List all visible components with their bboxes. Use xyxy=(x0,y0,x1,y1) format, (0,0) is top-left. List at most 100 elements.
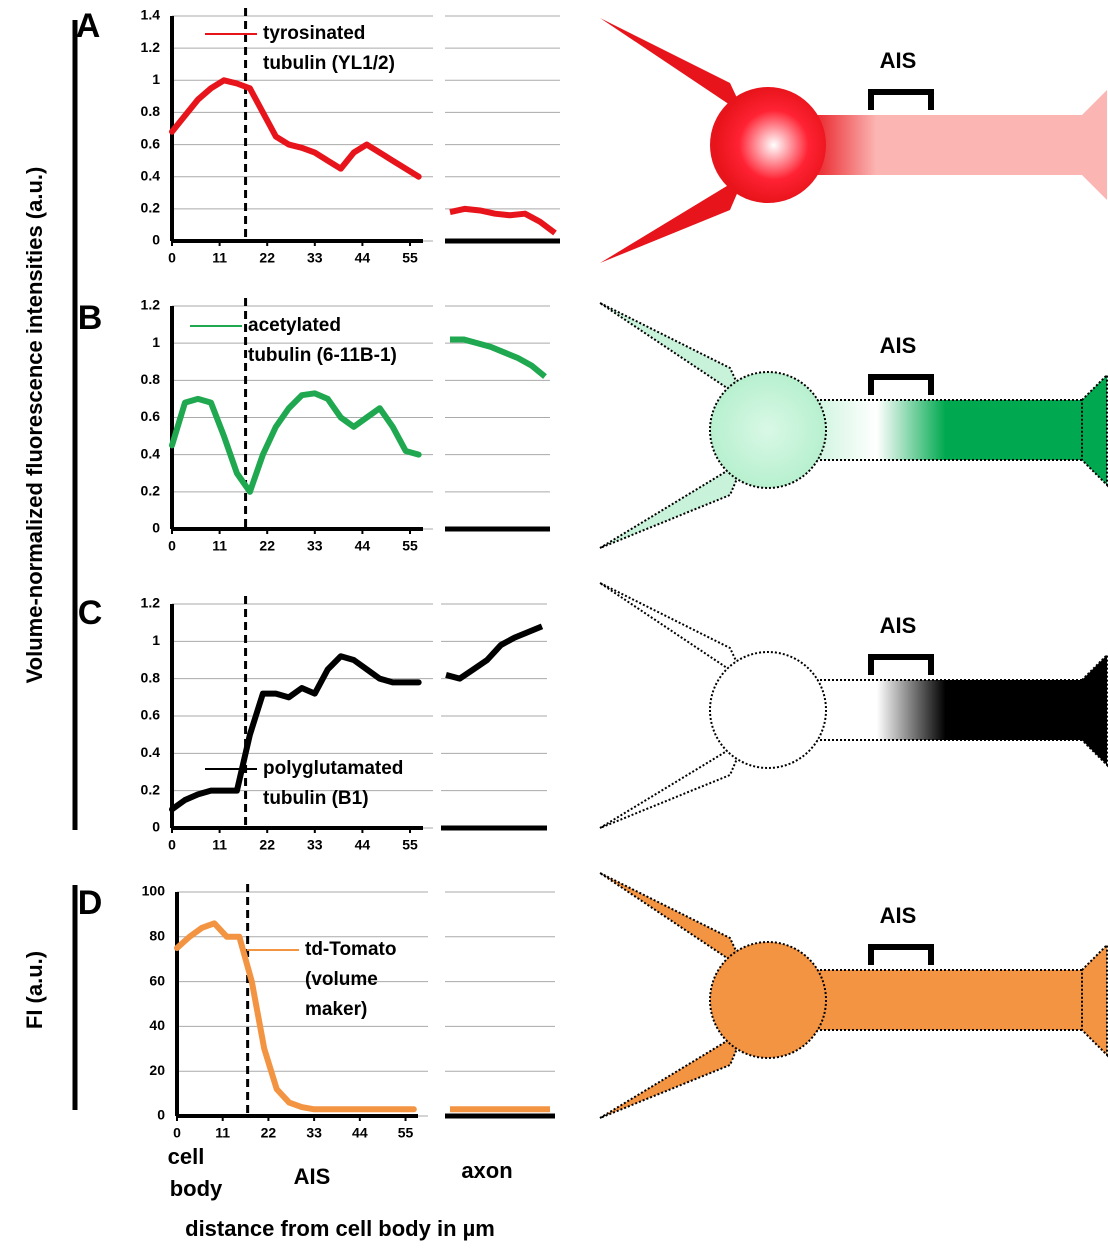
y-tick-label: 0.6 xyxy=(141,135,161,151)
y-tick-label: 0.6 xyxy=(141,707,161,723)
series-line xyxy=(172,80,419,176)
ais-label: AIS xyxy=(880,903,917,928)
axon xyxy=(808,400,1083,460)
x-tick-label: 0 xyxy=(168,837,176,853)
axon-terminal xyxy=(1082,90,1107,200)
y-tick-label: 1 xyxy=(152,334,160,350)
dendrite xyxy=(600,460,745,548)
y-tick-label: 1.2 xyxy=(141,595,161,611)
axon xyxy=(808,970,1083,1030)
y-tick-label: 1.4 xyxy=(141,7,161,23)
y-tick-label: 1.2 xyxy=(141,297,161,313)
panel-letter: B xyxy=(78,299,103,337)
x-tick-label: 22 xyxy=(259,538,275,554)
series-line xyxy=(172,393,419,491)
soma xyxy=(710,87,826,203)
x-tick-label: 44 xyxy=(355,538,371,554)
x-tick-label: 0 xyxy=(168,538,176,554)
y-tick-label: 0.4 xyxy=(141,167,161,183)
ais-bracket xyxy=(871,92,931,110)
x-tick-label: 44 xyxy=(352,1125,368,1141)
y-tick-label: 0.6 xyxy=(141,408,161,424)
region-label: AIS xyxy=(294,1164,331,1189)
x-tick-label: 11 xyxy=(212,538,227,554)
y-tick-label: 0 xyxy=(152,232,160,248)
soma xyxy=(710,372,826,488)
legend-label: acetylated tubulin (6-11B-1) xyxy=(248,315,397,366)
ais-label: AIS xyxy=(880,613,917,638)
x-tick-label: 0 xyxy=(168,250,176,266)
dendrite xyxy=(600,1030,745,1118)
x-tick-label: 22 xyxy=(261,1125,277,1141)
panel-letter: A xyxy=(76,7,101,45)
axon-terminal xyxy=(1082,945,1107,1055)
legend-label: td-Tomato (volume maker) xyxy=(305,939,402,1020)
dendrite xyxy=(600,583,745,680)
x-tick-label: 11 xyxy=(212,250,227,266)
y-tick-label: 20 xyxy=(149,1062,165,1078)
y-tick-label: 100 xyxy=(142,883,166,899)
legend-label: polyglutamated tubulin (B1) xyxy=(263,758,409,809)
y-tick-label: 1 xyxy=(152,632,160,648)
axon-line xyxy=(450,209,555,233)
y-axis-label: FI (a.u.) xyxy=(22,951,47,1029)
dendrite xyxy=(600,740,745,828)
region-label: cell xyxy=(168,1144,205,1169)
x-tick-label: 22 xyxy=(259,250,275,266)
y-tick-label: 60 xyxy=(149,972,165,988)
y-tick-label: 80 xyxy=(149,928,165,944)
axon-line xyxy=(450,339,545,376)
dendrite xyxy=(600,873,745,970)
neuron-diagram: AIS xyxy=(600,583,1107,828)
y-axis-label: Volume-normalized fluorescence intensiti… xyxy=(22,167,47,684)
y-tick-label: 1.2 xyxy=(141,39,161,55)
y-tick-label: 1 xyxy=(152,71,160,87)
neuron-diagram: AIS xyxy=(600,18,1107,263)
axon-terminal xyxy=(1082,375,1107,485)
y-tick-label: 0.2 xyxy=(141,781,161,797)
x-tick-label: 44 xyxy=(355,837,371,853)
y-tick-label: 0.8 xyxy=(141,371,161,387)
dendrite xyxy=(600,18,745,115)
axon-terminal xyxy=(1082,655,1107,765)
dendrite xyxy=(600,175,745,263)
y-tick-label: 0.4 xyxy=(141,744,161,760)
x-tick-label: 0 xyxy=(173,1125,181,1141)
region-label: axon xyxy=(461,1158,512,1183)
axon xyxy=(808,680,1083,740)
neuron-diagram: AIS xyxy=(600,873,1107,1118)
panel-letter: D xyxy=(78,884,103,922)
x-tick-label: 33 xyxy=(307,250,323,266)
soma xyxy=(710,652,826,768)
neuron-diagram: AIS xyxy=(600,303,1107,548)
x-tick-label: 11 xyxy=(215,1125,230,1141)
figure: Volume-normalized fluorescence intensiti… xyxy=(0,0,1108,1249)
x-tick-label: 33 xyxy=(306,1125,322,1141)
dendrite xyxy=(600,303,745,400)
x-tick-label: 11 xyxy=(212,837,227,853)
y-tick-label: 0 xyxy=(152,819,160,835)
ais-bracket xyxy=(871,657,931,675)
x-tick-label: 55 xyxy=(402,837,418,853)
ais-bracket xyxy=(871,377,931,395)
axon-line xyxy=(446,626,542,678)
panel-letter: C xyxy=(78,594,103,632)
ais-label: AIS xyxy=(880,48,917,73)
y-tick-label: 0 xyxy=(152,520,160,536)
y-tick-label: 0.8 xyxy=(141,669,161,685)
x-tick-label: 22 xyxy=(259,837,275,853)
y-tick-label: 0.4 xyxy=(141,445,161,461)
x-tick-label: 55 xyxy=(402,250,418,266)
x-tick-label: 33 xyxy=(307,837,323,853)
y-tick-label: 0 xyxy=(157,1107,165,1123)
region-label: body xyxy=(170,1176,223,1201)
soma xyxy=(710,942,826,1058)
y-tick-label: 0.2 xyxy=(141,483,161,499)
ais-bracket xyxy=(871,947,931,965)
y-tick-label: 0.2 xyxy=(141,200,161,216)
axon xyxy=(808,115,1083,175)
y-tick-label: 0.8 xyxy=(141,103,161,119)
x-tick-label: 44 xyxy=(355,250,371,266)
ais-label: AIS xyxy=(880,333,917,358)
x-tick-label: 55 xyxy=(402,538,418,554)
